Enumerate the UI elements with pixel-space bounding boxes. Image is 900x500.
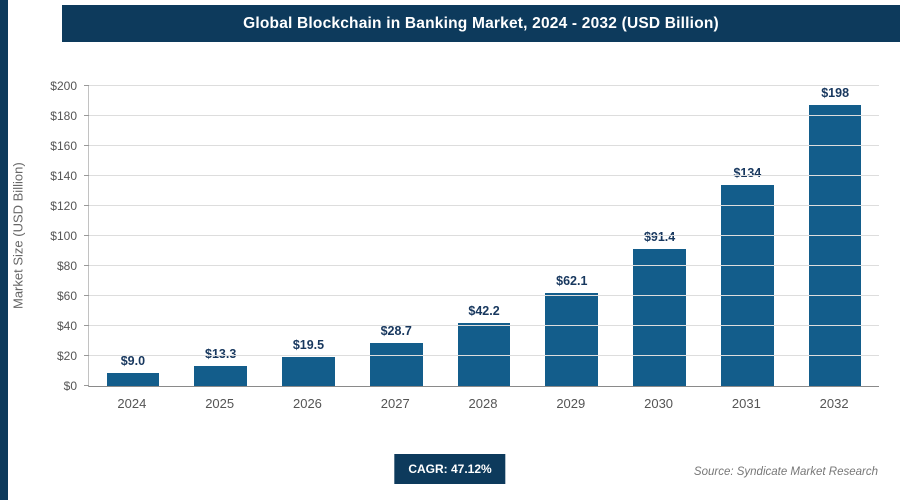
bar-value-label: $62.1	[556, 273, 588, 288]
x-tick-label: 2032	[819, 396, 849, 411]
bar-column: $62.1	[528, 86, 616, 386]
y-tick-mark	[84, 115, 89, 116]
bar	[457, 322, 511, 386]
plot-area: $9.0 $13.3 $19.5 $28.7 $42.2 $62.1 $91.4 $134 $1…	[50, 79, 879, 393]
y-tick-label: $160	[50, 139, 77, 153]
x-tick-label: 2027	[380, 396, 410, 411]
bar	[808, 105, 862, 386]
x-tick-label: 2029	[556, 396, 586, 411]
y-tick-label: $120	[50, 199, 77, 213]
bars-container: $9.0 $13.3 $19.5 $28.7 $42.2 $62.1 $91.4 $134 $1…	[89, 86, 879, 386]
gridline	[89, 265, 879, 266]
gridline	[89, 145, 879, 146]
y-tick-label: $0	[63, 379, 77, 393]
bar-column: $13.3	[177, 86, 265, 386]
bar	[369, 342, 423, 386]
bar-column: $19.5	[265, 86, 353, 386]
bar-column: $42.2	[440, 86, 528, 386]
bar-column: $9.0	[89, 86, 177, 386]
gridline	[89, 85, 879, 86]
gridline	[89, 295, 879, 296]
y-tick-mark	[84, 295, 89, 296]
bar	[282, 356, 335, 386]
bar	[721, 185, 774, 386]
y-tick-label: $180	[50, 109, 77, 123]
bar-value-label: $9.0	[120, 353, 146, 368]
bar-value-label: $28.7	[380, 323, 412, 338]
y-tick-mark	[84, 205, 89, 206]
y-tick-mark	[84, 235, 89, 236]
y-tick-label: $80	[56, 259, 77, 273]
x-axis-labels: 2024 2025 2026 2027 2028 2029 2030 2031 2032	[88, 388, 878, 411]
y-tick-mark	[84, 385, 89, 386]
chart-title: Global Blockchain in Banking Market, 202…	[243, 14, 719, 32]
y-tick-label: $200	[50, 79, 77, 93]
x-tick-label: 2025	[205, 396, 235, 411]
bar-column: $134	[703, 86, 791, 386]
chart-title-bar: Global Blockchain in Banking Market, 202…	[62, 5, 900, 42]
left-accent-bar	[0, 0, 8, 500]
bar	[194, 366, 247, 386]
bar-value-label: $198	[821, 86, 850, 100]
y-tick-mark	[84, 325, 89, 326]
gridline	[89, 175, 879, 176]
x-tick-label: 2024	[117, 396, 147, 411]
gridline	[89, 115, 879, 116]
x-tick-label: 2026	[292, 396, 322, 411]
bar-column: $198	[791, 86, 879, 386]
gridline	[89, 235, 879, 236]
bar	[545, 292, 599, 386]
gridline	[89, 325, 879, 326]
bar	[633, 248, 686, 386]
y-tick-label: $60	[56, 289, 77, 303]
y-tick-mark	[84, 145, 89, 146]
cagr-badge: CAGR: 47.12%	[394, 454, 506, 484]
bar-value-label: $91.4	[643, 229, 676, 244]
x-tick-label: 2031	[731, 396, 761, 411]
x-tick-label: 2028	[468, 396, 498, 411]
x-tick-label: 2030	[644, 396, 674, 411]
bar-column: $91.4	[616, 86, 704, 386]
y-tick-label: $20	[56, 349, 77, 363]
y-tick-label: $140	[50, 169, 77, 183]
y-tick-label: $40	[56, 319, 77, 333]
y-tick-mark	[84, 85, 89, 86]
y-tick-label: $100	[50, 229, 77, 243]
source-note: Source: Syndicate Market Research	[693, 466, 878, 478]
gridline	[89, 355, 879, 356]
bar	[106, 372, 160, 386]
y-tick-mark	[84, 355, 89, 356]
bar-value-label: $13.3	[205, 347, 236, 361]
bar-column: $28.7	[352, 86, 440, 386]
gridline	[89, 205, 879, 206]
y-tick-mark	[84, 265, 89, 266]
bar-value-label: $134	[733, 166, 762, 180]
y-tick-mark	[84, 175, 89, 176]
bar-value-label: $19.5	[292, 337, 325, 352]
bar-value-label: $42.2	[468, 303, 500, 318]
